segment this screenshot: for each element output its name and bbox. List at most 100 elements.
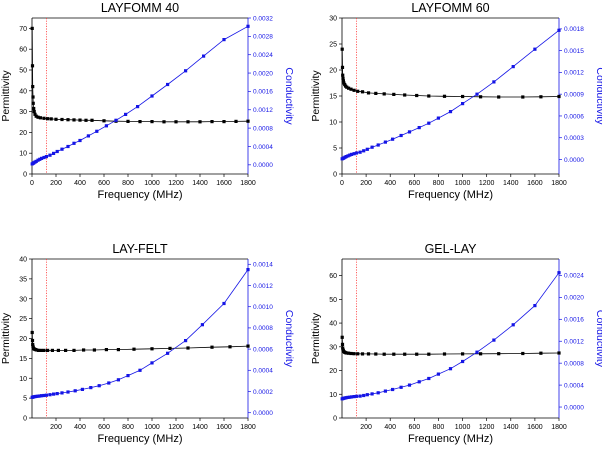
conductivity-point — [184, 69, 188, 73]
chart-panel-layfomm-40: LAYFOMM 400 200 400 600 800 1000 1200 1400 1600 1… — [0, 1, 295, 201]
conductivity-point — [365, 147, 369, 151]
y-tick-label: 60 — [329, 273, 337, 280]
permittivity-point — [54, 117, 58, 121]
permittivity-point — [374, 91, 378, 95]
x-tick-label: 1200 — [168, 424, 184, 431]
permittivity-point — [427, 352, 431, 356]
y2-tick-label: 0.0008 — [253, 125, 273, 132]
conductivity-point — [557, 271, 561, 275]
y-tick-label: 10 — [19, 376, 27, 383]
y-tick-label: 50 — [19, 68, 27, 75]
conductivity-point — [350, 395, 354, 399]
x-tick-label: 1400 — [192, 180, 208, 187]
conductivity-point — [383, 140, 387, 144]
conductivity-point — [362, 393, 366, 398]
permittivity-point — [539, 351, 543, 355]
conductivity-point — [417, 126, 421, 130]
conductivity-point — [475, 92, 479, 96]
permittivity-point — [415, 93, 419, 98]
y2-axis-label: Conductivity — [283, 310, 295, 368]
x-tick-label: 400 — [74, 424, 86, 431]
permittivity-point — [222, 120, 226, 124]
conductivity-point — [461, 359, 465, 364]
permittivity-point — [347, 351, 351, 355]
y-tick-label: 10 — [329, 120, 337, 127]
conductivity-point — [354, 151, 359, 155]
permittivity-point — [78, 118, 82, 122]
permittivity-point — [341, 346, 345, 350]
conductivity-line — [31, 25, 249, 165]
permittivity-point — [132, 347, 136, 351]
conductivity-point — [352, 395, 356, 399]
y-tick-label: 50 — [329, 297, 337, 304]
x-tick-label: 200 — [50, 424, 62, 431]
permittivity-point — [461, 94, 465, 99]
y2-tick-label: 0.0000 — [253, 162, 273, 169]
conductivity-point — [73, 389, 77, 393]
y2-tick-label: 0.0002 — [253, 389, 273, 396]
x-tick-label: 1400 — [503, 424, 519, 431]
x-tick-label: 1200 — [168, 180, 184, 187]
conductivity-point — [136, 105, 140, 109]
y-tick-label: 20 — [19, 336, 27, 343]
y-tick-label: 25 — [329, 42, 337, 49]
x-tick-label: 0 — [340, 180, 344, 187]
y2-tick-label: 0.0024 — [253, 52, 273, 59]
conductivity-point — [48, 153, 52, 157]
x-tick-label: 400 — [384, 180, 396, 187]
permittivity-point — [168, 346, 172, 350]
permittivity-point — [539, 95, 543, 99]
conductivity-point — [52, 151, 56, 155]
permittivity-point — [345, 85, 349, 89]
permittivity-point — [442, 94, 447, 98]
conductivity-point — [66, 144, 70, 149]
y2-tick-label: 0.0004 — [564, 382, 584, 389]
conductivity-point — [370, 145, 374, 149]
conductivity-point — [533, 47, 537, 51]
permittivity-point — [64, 348, 68, 352]
conductivity-point — [448, 110, 453, 114]
conductivity-point — [222, 301, 226, 306]
permittivity-point — [31, 85, 35, 89]
permittivity-point — [31, 342, 35, 347]
conductivity-point — [86, 134, 90, 138]
conductivity-point — [475, 350, 479, 354]
conductivity-point — [362, 149, 366, 153]
permittivity-point — [84, 118, 88, 122]
conductivity-point — [124, 112, 128, 116]
conductivity-point — [34, 159, 38, 163]
permittivity-point — [186, 346, 190, 350]
permittivity-point — [38, 116, 42, 120]
permittivity-point — [479, 352, 483, 356]
conductivity-point — [55, 149, 59, 154]
y2-tick-label: 0.0009 — [564, 91, 584, 98]
x-tick-label: 800 — [122, 180, 134, 187]
y-tick-label: 30 — [19, 296, 27, 303]
x-tick-label: 1600 — [527, 180, 543, 187]
x-tick-label: 600 — [408, 424, 420, 431]
conductivity-point — [55, 392, 59, 396]
x-tick-label: 0 — [30, 180, 34, 187]
conductivity-point — [358, 150, 362, 154]
y2-tick-label: 0.0000 — [564, 157, 584, 164]
x-axis-label: Frequency (MHz) — [408, 189, 493, 201]
permittivity-point — [349, 87, 353, 91]
conductivity-point — [138, 368, 142, 372]
permittivity-point — [521, 95, 525, 99]
y-tick-label: 60 — [19, 47, 27, 54]
permittivity-point — [42, 348, 46, 352]
permittivity-point — [403, 352, 407, 356]
conductivity-point — [511, 323, 515, 327]
permittivity-point — [150, 347, 154, 351]
y-axis-label: Permittivity — [310, 70, 322, 122]
x-tick-label: 1600 — [527, 424, 543, 431]
permittivity-point — [340, 342, 345, 346]
x-tick-label: 1800 — [551, 424, 567, 431]
y-tick-label: 40 — [19, 257, 27, 264]
conductivity-point — [376, 391, 380, 395]
y-tick-label: 30 — [19, 109, 27, 116]
permittivity-point — [341, 76, 345, 80]
conductivity-point — [66, 390, 70, 394]
y2-tick-label: 0.0010 — [253, 304, 273, 311]
